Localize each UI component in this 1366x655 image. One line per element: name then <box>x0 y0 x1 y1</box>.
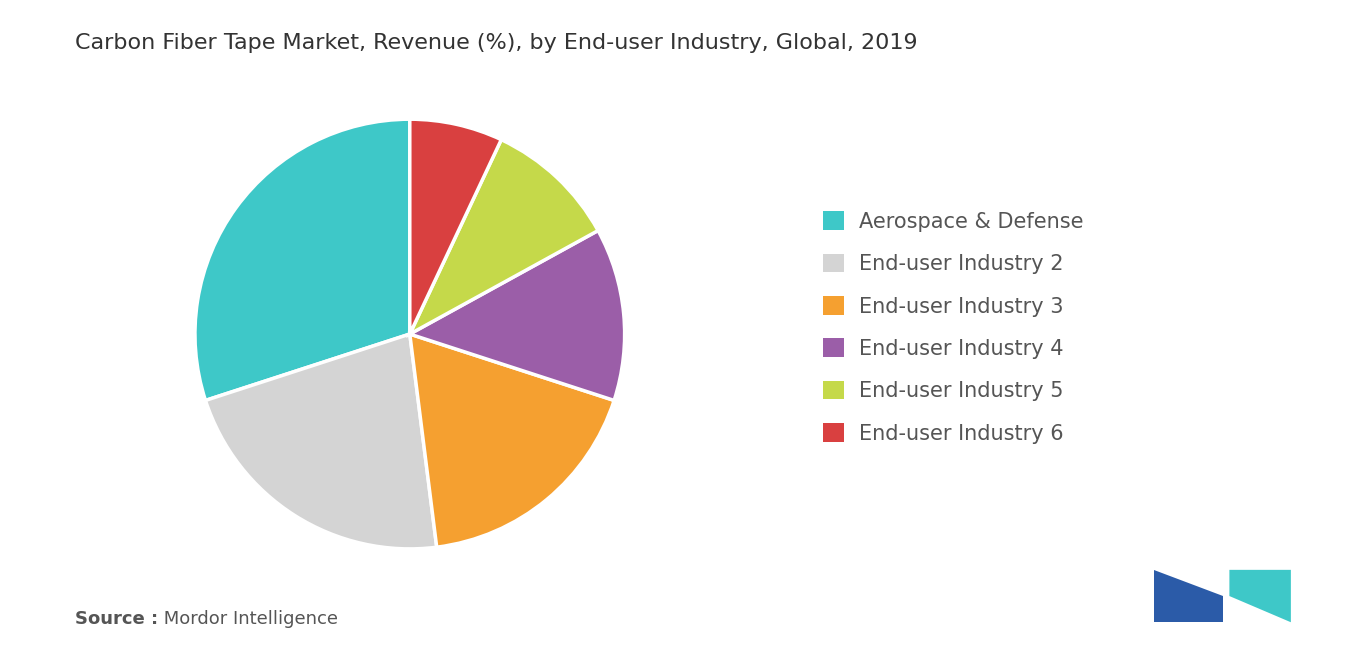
Wedge shape <box>410 140 598 334</box>
Wedge shape <box>410 334 615 547</box>
Wedge shape <box>410 231 624 400</box>
Polygon shape <box>1154 570 1223 622</box>
Wedge shape <box>195 119 410 400</box>
Text: Source :: Source : <box>75 610 158 628</box>
Legend: Aerospace & Defense, End-user Industry 2, End-user Industry 3, End-user Industry: Aerospace & Defense, End-user Industry 2… <box>824 212 1083 443</box>
Text: Mordor Intelligence: Mordor Intelligence <box>158 610 339 628</box>
Wedge shape <box>205 334 437 549</box>
Wedge shape <box>410 119 501 334</box>
Polygon shape <box>1229 570 1291 622</box>
Text: Carbon Fiber Tape Market, Revenue (%), by End-user Industry, Global, 2019: Carbon Fiber Tape Market, Revenue (%), b… <box>75 33 918 53</box>
